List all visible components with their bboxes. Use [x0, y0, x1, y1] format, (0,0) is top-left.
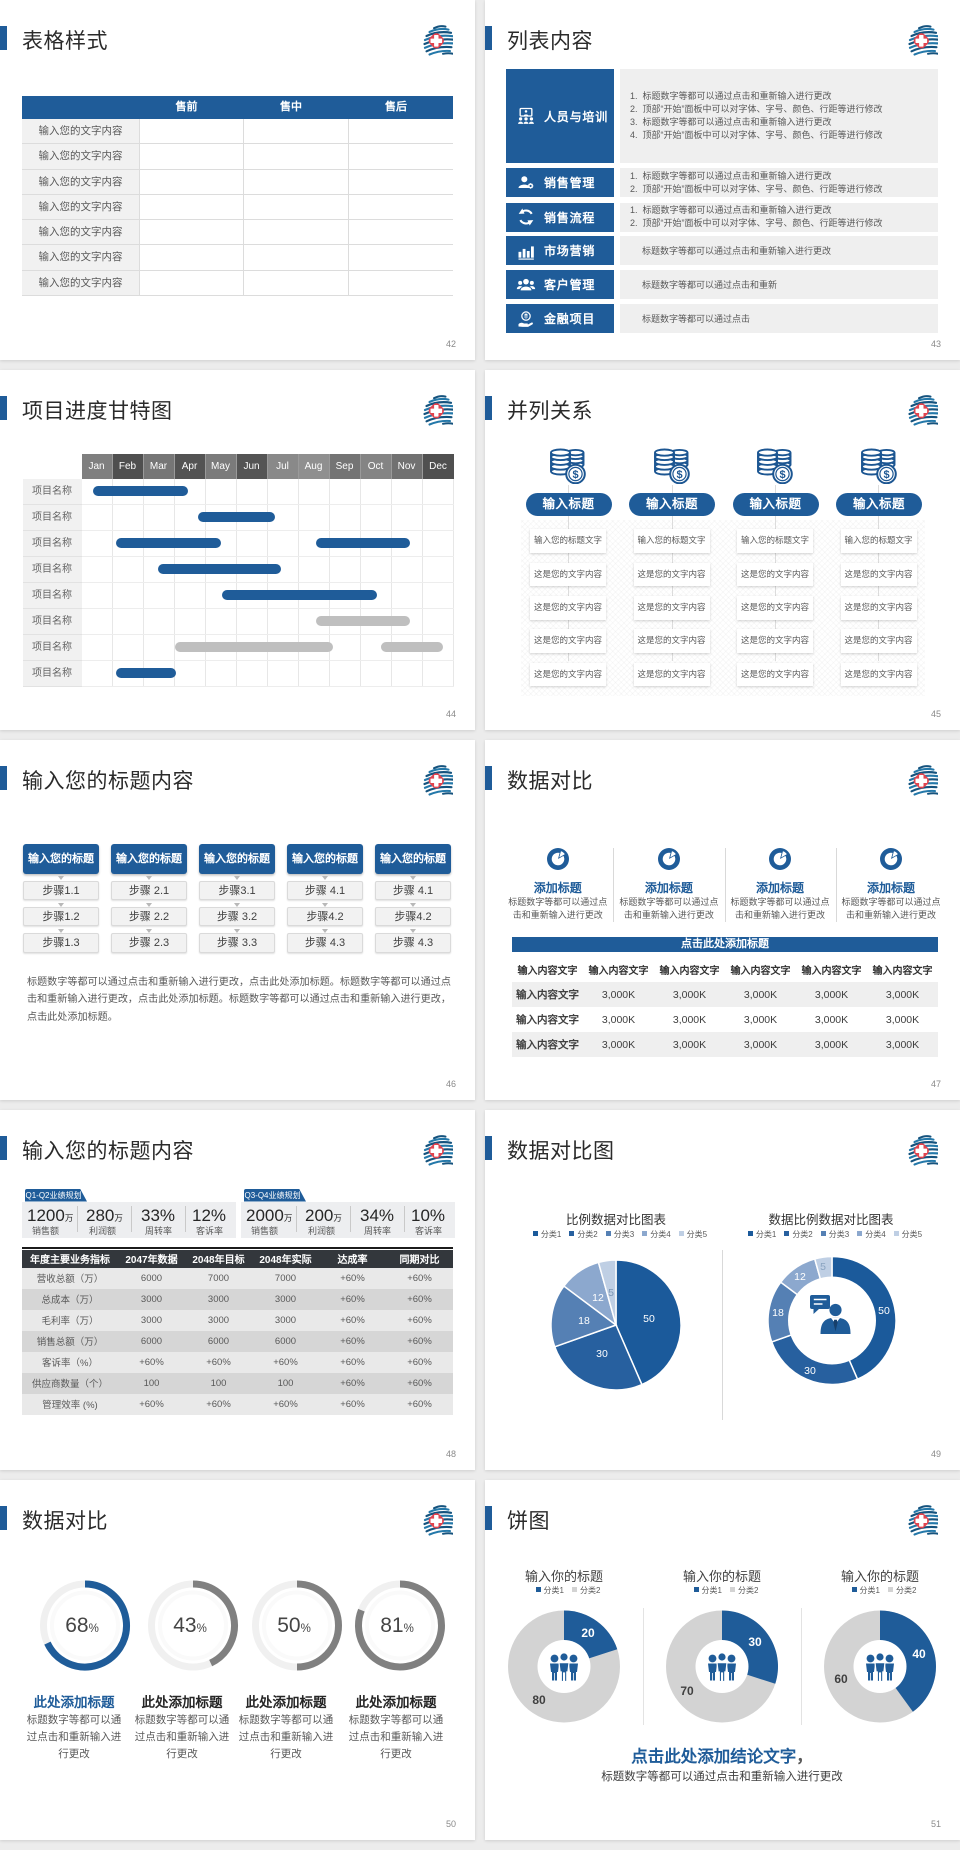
svg-text:30: 30	[596, 1348, 608, 1360]
svg-text:5: 5	[608, 1287, 614, 1299]
svg-text:81%: 81%	[380, 1614, 414, 1637]
svg-text:12: 12	[592, 1292, 604, 1304]
svg-text:70: 70	[680, 1684, 694, 1698]
svg-text:60: 60	[834, 1672, 848, 1686]
svg-text:68%: 68%	[65, 1614, 99, 1637]
svg-text:20: 20	[581, 1626, 595, 1640]
svg-text:80: 80	[532, 1693, 546, 1707]
svg-text:18: 18	[772, 1307, 784, 1319]
svg-text:30: 30	[804, 1365, 816, 1377]
svg-text:18: 18	[578, 1315, 590, 1327]
svg-text:50: 50	[643, 1313, 655, 1325]
svg-text:50: 50	[878, 1305, 890, 1317]
svg-text:50%: 50%	[277, 1614, 311, 1637]
svg-text:40: 40	[912, 1647, 926, 1661]
svg-text:43%: 43%	[173, 1614, 207, 1637]
svg-text:12: 12	[794, 1271, 806, 1283]
svg-text:30: 30	[748, 1635, 762, 1649]
svg-text:5: 5	[820, 1261, 826, 1273]
